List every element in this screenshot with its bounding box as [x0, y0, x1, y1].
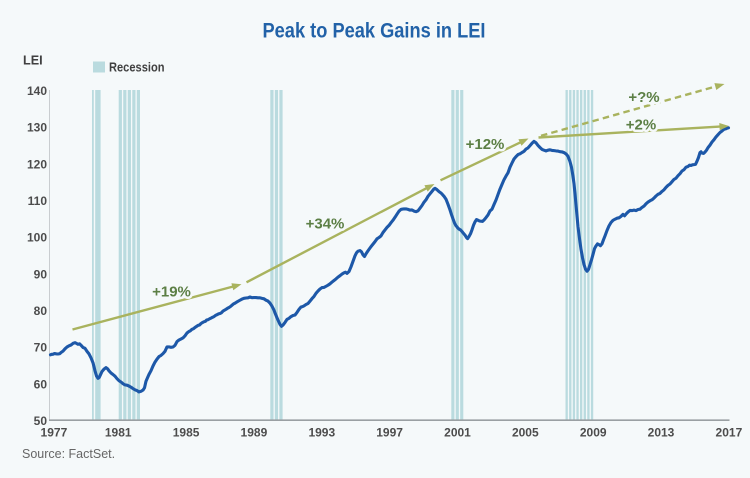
- svg-text:1989: 1989: [241, 426, 268, 440]
- svg-text:60: 60: [34, 377, 48, 391]
- svg-text:1985: 1985: [173, 426, 200, 440]
- svg-text:100: 100: [27, 231, 47, 245]
- svg-text:70: 70: [34, 341, 48, 355]
- svg-text:2005: 2005: [512, 426, 539, 440]
- svg-text:120: 120: [27, 157, 47, 171]
- svg-text:Recession: Recession: [109, 61, 165, 75]
- svg-text:1981: 1981: [105, 426, 132, 440]
- svg-text:Peak to Peak Gains in LEI: Peak to Peak Gains in LEI: [263, 20, 486, 43]
- svg-text:1977: 1977: [41, 426, 68, 440]
- svg-text:50: 50: [34, 414, 48, 428]
- svg-text:140: 140: [27, 84, 47, 98]
- svg-text:+?%: +?%: [628, 89, 659, 106]
- svg-text:1997: 1997: [376, 426, 403, 440]
- svg-text:130: 130: [27, 121, 47, 135]
- svg-text:80: 80: [34, 304, 48, 318]
- svg-text:90: 90: [34, 267, 48, 281]
- svg-text:2001: 2001: [444, 426, 471, 440]
- svg-text:2017: 2017: [716, 426, 743, 440]
- svg-text:1993: 1993: [308, 426, 335, 440]
- svg-text:+2%: +2%: [626, 117, 656, 134]
- svg-text:Source: FactSet.: Source: FactSet.: [22, 447, 115, 461]
- svg-text:2013: 2013: [648, 426, 675, 440]
- svg-text:+19%: +19%: [152, 283, 191, 300]
- svg-text:+12%: +12%: [466, 136, 505, 153]
- svg-text:2009: 2009: [580, 426, 607, 440]
- svg-text:+34%: +34%: [306, 215, 345, 232]
- svg-text:LEI: LEI: [23, 54, 43, 68]
- svg-text:110: 110: [28, 194, 48, 208]
